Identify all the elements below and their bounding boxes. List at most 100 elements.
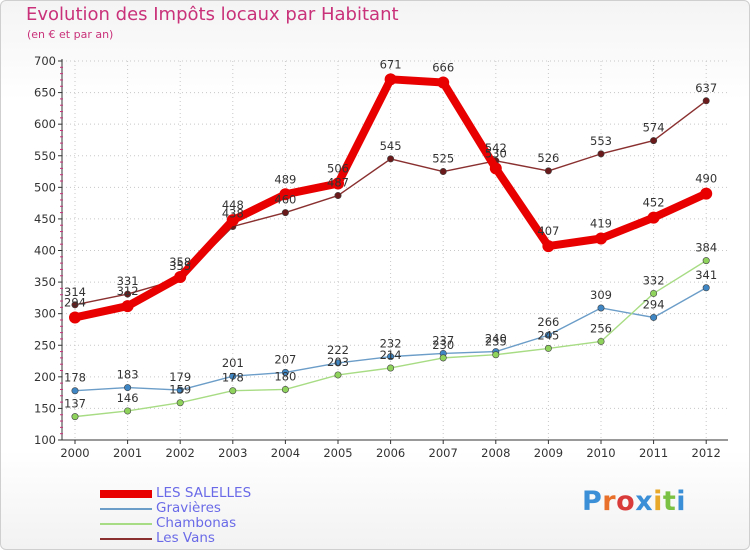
data-point (595, 232, 607, 245)
x-tick-label: 2004 (271, 446, 300, 460)
data-label: 545 (380, 139, 402, 153)
data-point (334, 192, 342, 200)
x-tick-label: 2000 (60, 446, 89, 460)
data-label: 490 (695, 172, 717, 186)
data-point (597, 150, 605, 158)
y-tick-label: 700 (34, 54, 56, 68)
y-tick-label: 600 (34, 117, 56, 131)
data-point (597, 304, 605, 312)
data-label: 294 (64, 295, 86, 309)
legend-item: Gravières (100, 501, 251, 516)
y-tick-label: 250 (34, 338, 56, 352)
data-point (702, 97, 710, 105)
data-point (124, 407, 132, 415)
logo-letter: x (635, 486, 654, 517)
data-label: 355 (169, 259, 191, 273)
chart-legend: LES SALELLES Gravières Chambonas Les Vans (100, 486, 251, 546)
data-label: 137 (64, 397, 86, 411)
data-label: 637 (695, 81, 717, 95)
data-point (384, 73, 397, 86)
data-label: 487 (327, 176, 349, 190)
data-label: 506 (327, 162, 349, 176)
data-point (229, 372, 237, 380)
data-label: 526 (537, 151, 559, 165)
data-point (334, 371, 342, 379)
data-label: 525 (432, 152, 454, 166)
data-point (229, 387, 237, 395)
data-label: 235 (485, 335, 507, 349)
legend-swatch (100, 537, 152, 540)
data-label: 294 (643, 297, 665, 311)
data-label: 384 (695, 241, 717, 255)
data-label: 438 (222, 206, 244, 220)
data-point (492, 351, 500, 359)
x-tick-label: 2010 (586, 446, 615, 460)
data-point (439, 168, 447, 176)
logo-letter: o (616, 486, 636, 517)
data-point (334, 359, 342, 367)
chart-title: Evolution des Impôts locaux par Habitant (26, 4, 399, 25)
data-label: 256 (590, 321, 612, 335)
x-tick-label: 2001 (113, 446, 142, 460)
legend-swatch (100, 489, 152, 498)
y-tick-label: 550 (34, 149, 56, 163)
data-point (71, 301, 79, 309)
data-label: 183 (117, 368, 139, 382)
data-point (69, 311, 81, 324)
data-label: 245 (537, 328, 559, 342)
data-label: 240 (485, 332, 507, 346)
data-point (544, 331, 552, 339)
legend-swatch (100, 522, 152, 525)
y-tick-label: 500 (34, 180, 56, 194)
data-point (174, 271, 187, 284)
data-point (489, 162, 502, 175)
data-label: 553 (590, 134, 612, 148)
series-line (74, 100, 707, 306)
x-tick-label: 2002 (166, 446, 195, 460)
logo-letter: t (662, 486, 677, 517)
logo-letter: i (676, 486, 687, 517)
proxiti-logo: Proxiti (582, 486, 686, 517)
data-label: 312 (117, 284, 139, 298)
legend-label: Gravières (156, 500, 221, 516)
data-label: 332 (643, 273, 665, 287)
data-label: 341 (695, 268, 717, 282)
data-label: 146 (117, 391, 139, 405)
x-tick-label: 2012 (692, 446, 721, 460)
legend-label: Chambonas (156, 515, 237, 531)
legend-label: Les Vans (156, 530, 215, 546)
series-chambonas (71, 257, 710, 421)
data-point (542, 240, 555, 253)
x-tick-label: 2005 (323, 446, 352, 460)
data-label: 178 (64, 371, 86, 385)
data-label: 407 (537, 224, 559, 238)
data-point (71, 387, 79, 395)
data-point (332, 177, 344, 190)
data-label: 542 (485, 141, 507, 155)
data-point (387, 364, 395, 372)
data-label: 314 (64, 285, 86, 299)
data-point (279, 188, 292, 201)
chart-subtitle: (en € et par an) (27, 28, 114, 41)
logo-letter: r (602, 486, 617, 517)
x-tick-label: 2008 (481, 446, 510, 460)
data-label: 222 (327, 343, 349, 357)
data-point (650, 137, 658, 145)
data-point (176, 399, 184, 407)
data-label: 448 (222, 198, 244, 212)
data-label: 179 (169, 370, 191, 384)
data-label: 178 (222, 371, 244, 385)
legend-item: LES SALELLES (100, 486, 251, 501)
data-point (597, 337, 605, 345)
data-label: 230 (432, 338, 454, 352)
y-tick-label: 350 (34, 275, 56, 289)
data-label: 201 (222, 356, 244, 370)
data-point (176, 386, 184, 394)
data-label: 180 (274, 369, 296, 383)
data-point (281, 385, 289, 393)
data-label: 207 (274, 352, 296, 366)
data-point (647, 211, 660, 224)
data-point (124, 384, 132, 392)
